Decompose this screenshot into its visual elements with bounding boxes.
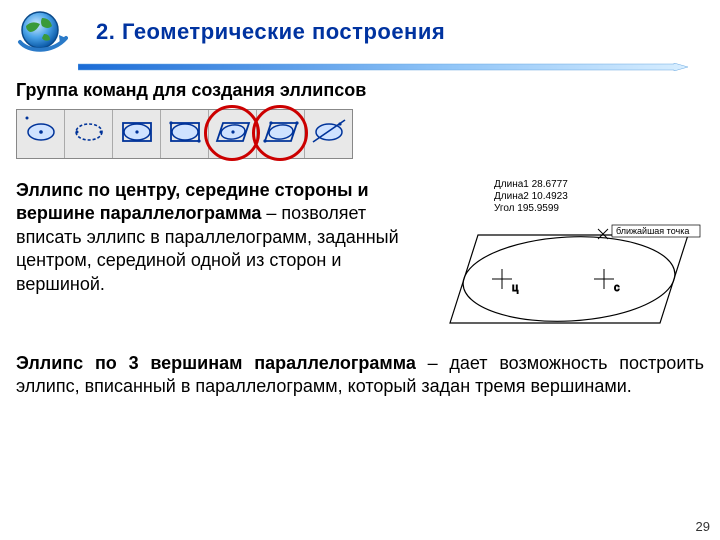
- globe-icon: [12, 8, 68, 56]
- ellipse-parallelogram-center-button[interactable]: [209, 110, 257, 158]
- toolbar: [16, 109, 436, 163]
- ellipse-rect-diagonal-button[interactable]: [161, 110, 209, 158]
- subtitle: Группа команд для создания эллипсов: [16, 80, 704, 101]
- paragraph-1: Эллипс по центру, середине стороны и вер…: [16, 179, 426, 340]
- page-number: 29: [696, 519, 710, 534]
- ellipse-center-axes-button[interactable]: [17, 110, 65, 158]
- readout-angle: Угол 195.9599: [494, 203, 704, 215]
- readout-len2: Длина2 10.4923: [494, 191, 704, 203]
- paragraph-2: Эллипс по 3 вершинам параллелограмма – д…: [16, 352, 704, 399]
- ellipse-tangent-icon: [311, 114, 347, 155]
- ellipse-rect-diagonal-icon: [167, 114, 203, 155]
- ellipse-rect-center-icon: [119, 114, 155, 155]
- ellipse-diagonal-button[interactable]: [65, 110, 113, 158]
- para2-bold: Эллипс по 3 вершинам параллелограмма: [16, 353, 416, 373]
- parallelogram-diagram: ц с ближайшая точка: [434, 217, 704, 335]
- ellipse-parallelogram-3pt-button[interactable]: [257, 110, 305, 158]
- readout-len1: Длина1 28.6777: [494, 179, 704, 191]
- ellipse-diagonal-icon: [71, 114, 107, 155]
- ellipse-center-axes-icon: [23, 114, 59, 155]
- ellipse-tangent-button[interactable]: [305, 110, 353, 158]
- cursor-2-label: с: [614, 282, 620, 294]
- title-arrow: [78, 58, 688, 66]
- ellipse-parallelogram-3pt-icon: [263, 114, 299, 155]
- snap-marker: ближайшая точка: [598, 225, 700, 239]
- cursor-1-label: ц: [512, 282, 519, 294]
- page-title: 2. Геометрические построения: [96, 19, 445, 45]
- diagram-readout: Длина1 28.6777 Длина2 10.4923 Угол 195.9…: [494, 179, 704, 215]
- ellipse-rect-center-button[interactable]: [113, 110, 161, 158]
- ellipse-parallelogram-center-icon: [215, 114, 251, 155]
- snap-label: ближайшая точка: [616, 226, 689, 236]
